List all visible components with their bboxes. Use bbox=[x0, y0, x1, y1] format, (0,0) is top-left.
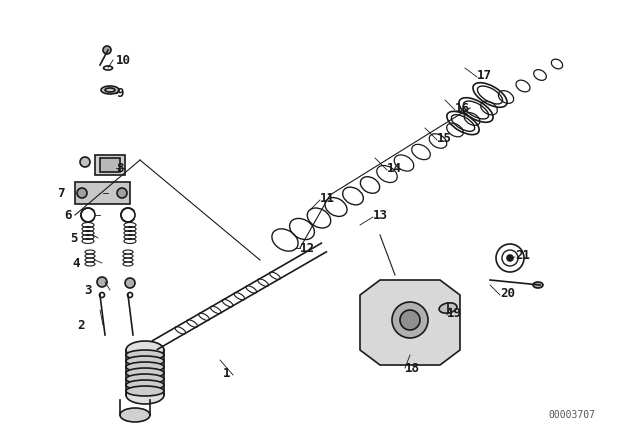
Bar bbox=[95, 155, 125, 175]
Text: 1: 1 bbox=[223, 366, 230, 379]
Text: 8: 8 bbox=[116, 161, 124, 175]
Text: 12: 12 bbox=[300, 241, 315, 254]
Text: 6: 6 bbox=[64, 208, 72, 221]
Text: 16: 16 bbox=[455, 102, 470, 115]
Circle shape bbox=[77, 188, 87, 198]
Ellipse shape bbox=[101, 86, 119, 94]
Text: 5: 5 bbox=[70, 232, 77, 245]
Circle shape bbox=[392, 302, 428, 338]
Ellipse shape bbox=[126, 374, 164, 384]
Ellipse shape bbox=[126, 386, 164, 404]
Text: 3: 3 bbox=[84, 284, 92, 297]
Ellipse shape bbox=[126, 341, 164, 359]
Circle shape bbox=[97, 277, 107, 287]
Ellipse shape bbox=[126, 362, 164, 372]
Polygon shape bbox=[360, 280, 460, 365]
Text: 20: 20 bbox=[500, 287, 515, 300]
Circle shape bbox=[400, 310, 420, 330]
Text: 2: 2 bbox=[77, 319, 84, 332]
Ellipse shape bbox=[120, 408, 150, 422]
Text: 7: 7 bbox=[57, 186, 65, 199]
Ellipse shape bbox=[103, 46, 111, 54]
Ellipse shape bbox=[126, 386, 164, 396]
Text: 14: 14 bbox=[387, 161, 402, 175]
Ellipse shape bbox=[439, 303, 457, 313]
Ellipse shape bbox=[126, 368, 164, 378]
Text: 15: 15 bbox=[437, 132, 452, 145]
Text: 13: 13 bbox=[373, 208, 388, 221]
Text: 4: 4 bbox=[72, 257, 79, 270]
Text: 17: 17 bbox=[477, 69, 492, 82]
Bar bbox=[100, 158, 120, 172]
Text: 11: 11 bbox=[320, 191, 335, 204]
Text: 19: 19 bbox=[447, 306, 462, 319]
Ellipse shape bbox=[533, 282, 543, 288]
Text: 18: 18 bbox=[405, 362, 420, 375]
Text: 00003707: 00003707 bbox=[548, 410, 595, 420]
Bar bbox=[75, 182, 130, 204]
Text: 9: 9 bbox=[116, 86, 124, 99]
Circle shape bbox=[117, 188, 127, 198]
Ellipse shape bbox=[126, 380, 164, 390]
Text: 10: 10 bbox=[116, 53, 131, 66]
Circle shape bbox=[507, 255, 513, 261]
Circle shape bbox=[80, 157, 90, 167]
Text: 21: 21 bbox=[515, 249, 530, 262]
Ellipse shape bbox=[126, 356, 164, 366]
Ellipse shape bbox=[126, 350, 164, 360]
Circle shape bbox=[125, 278, 135, 288]
